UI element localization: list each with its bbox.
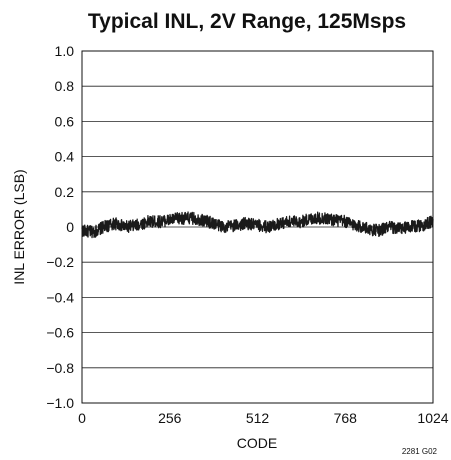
y-axis-label: INL ERROR (LSB) (11, 169, 27, 284)
x-tick-label: 1024 (417, 410, 448, 426)
y-tick-label: −0.2 (46, 254, 74, 270)
y-tick-label: 0.8 (55, 78, 75, 94)
y-tick-label: −0.6 (46, 325, 74, 341)
y-tick-label: 0.4 (55, 149, 75, 165)
figure-id: 2281 G02 (402, 447, 438, 456)
plot-frame (81, 50, 434, 404)
y-tick-label: −0.8 (46, 360, 74, 376)
x-tick-label: 512 (246, 410, 270, 426)
y-tick-labels: 1.0 0.8 0.6 0.4 0.2 0 −0.2 −0.4 −0.6 −0.8 −1.0 (46, 43, 74, 411)
x-axis-label: CODE (237, 435, 277, 451)
y-tick-label: −1.0 (46, 395, 74, 411)
series-group (81, 211, 434, 239)
chart-title: Typical INL, 2V Range, 125Msps (88, 10, 406, 33)
y-tick-label: −0.4 (46, 289, 74, 305)
y-tick-label: 1.0 (55, 43, 75, 59)
x-tick-label: 768 (334, 410, 358, 426)
series-line-inl (81, 211, 434, 239)
y-tick-label: 0.6 (55, 113, 75, 129)
x-tick-label: 0 (78, 410, 86, 426)
y-tick-label: 0.2 (55, 184, 75, 200)
x-tick-label: 256 (158, 410, 182, 426)
y-tick-label: 0 (66, 219, 74, 235)
x-tick-labels: 0 256 512 768 1024 (78, 410, 449, 426)
